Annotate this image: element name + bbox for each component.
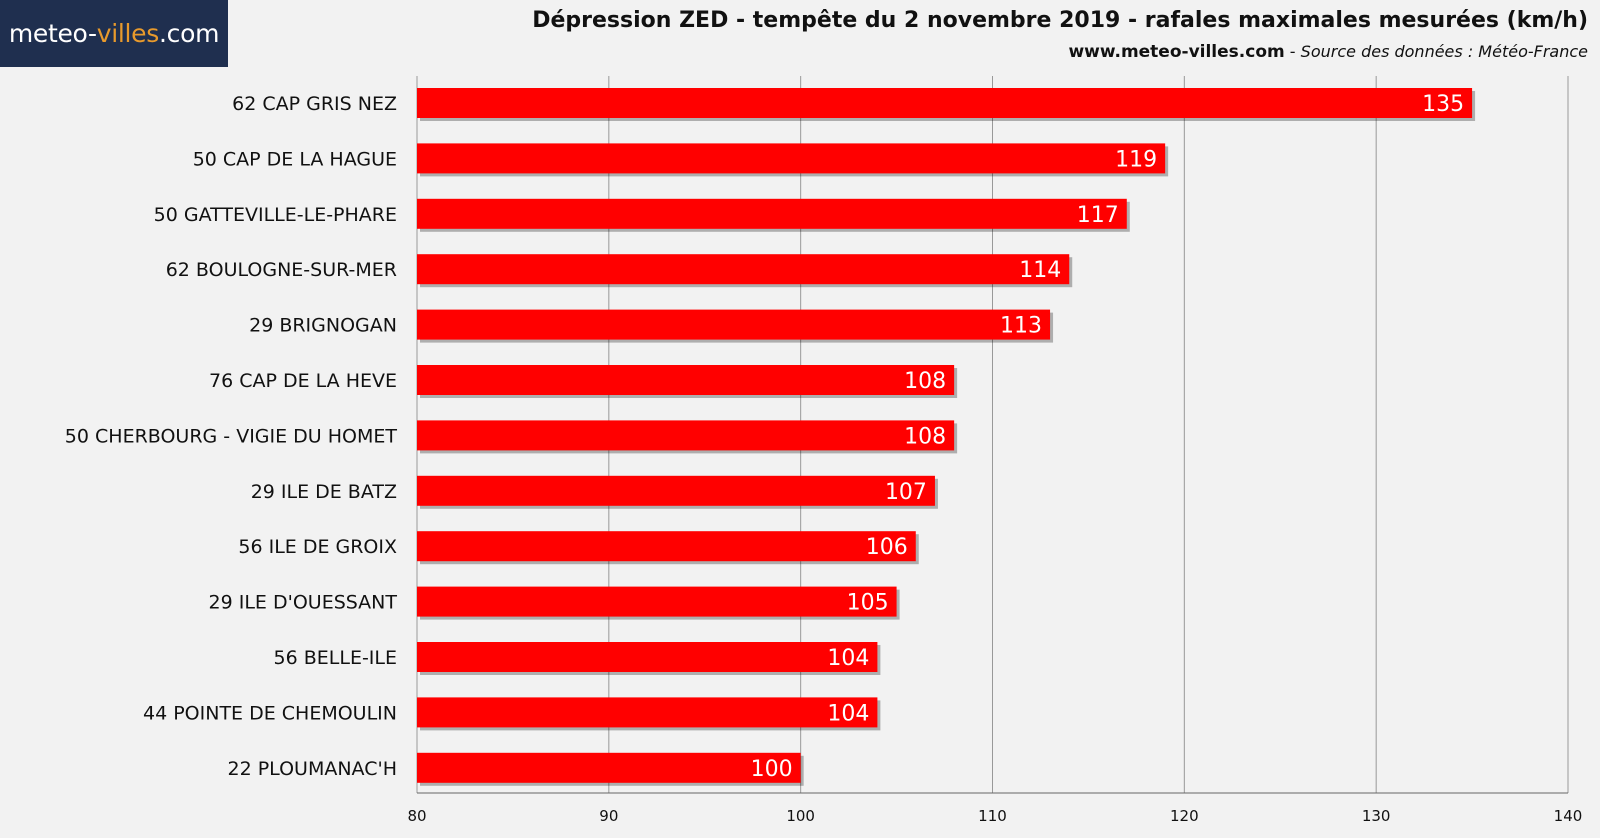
x-tick-label: 140 [1554,807,1583,825]
category-label: 56 BELLE-ILE [274,647,397,669]
logo-prefix: meteo- [8,19,97,48]
data-label: 113 [1000,314,1042,339]
data-label: 108 [904,424,946,449]
x-tick-label: 120 [1170,807,1199,825]
bar [417,697,878,728]
category-label: 29 BRIGNOGAN [249,315,397,337]
bar [417,254,1070,285]
category-label: 50 CAP DE LA HAGUE [193,148,397,170]
category-label: 29 ILE D'OUESSANT [209,592,398,614]
data-label: 105 [847,591,889,616]
logo-suffix: .com [159,19,220,48]
category-label: 56 ILE DE GROIX [238,536,397,558]
bar [417,143,1166,174]
data-label: 135 [1422,92,1464,117]
category-label: 76 CAP DE LA HEVE [209,370,397,392]
bar [417,531,916,562]
x-tick-label: 80 [407,807,426,825]
bar [417,420,955,451]
category-label: 50 GATTEVILLE-LE-PHARE [154,204,397,226]
site-logo: meteo-villes .com [0,0,228,67]
x-tick-label: 100 [786,807,815,825]
x-tick-label: 130 [1362,807,1391,825]
data-label: 119 [1115,147,1157,172]
subtitle-separator: - [1284,42,1301,61]
category-label: 29 ILE DE BATZ [251,481,397,503]
bar [417,586,897,617]
bar [417,198,1127,229]
bar [417,475,935,506]
category-label: 22 PLOUMANAC'H [228,758,398,780]
site-url: www.meteo-villes.com [1068,42,1285,62]
data-label: 117 [1077,203,1119,228]
bar [417,365,955,395]
data-label: 114 [1019,258,1061,283]
bar [417,642,878,672]
logo-accent: villes [96,19,160,48]
data-label: 106 [866,535,908,560]
data-label: 100 [751,757,793,782]
category-label: 62 BOULOGNE-SUR-MER [166,259,397,281]
data-label: 108 [904,369,946,394]
bar [417,752,801,783]
chart-title: Dépression ZED - tempête du 2 novembre 2… [532,8,1588,33]
bar [417,309,1051,340]
x-tick-label: 90 [599,807,618,825]
bar [417,88,1473,118]
category-label: 62 CAP GRIS NEZ [232,93,397,115]
x-tick-label: 110 [978,807,1007,825]
category-label: 44 POINTE DE CHEMOULIN [143,702,397,724]
chart-subtitle: www.meteo-villes.com - Source des donnée… [1068,42,1588,62]
category-label: 50 CHERBOURG - VIGIE DU HOMET [65,425,398,447]
data-source: Source des données : Météo-France [1300,42,1588,61]
data-label: 107 [885,480,927,505]
data-label: 104 [827,646,869,671]
data-label: 104 [827,701,869,726]
